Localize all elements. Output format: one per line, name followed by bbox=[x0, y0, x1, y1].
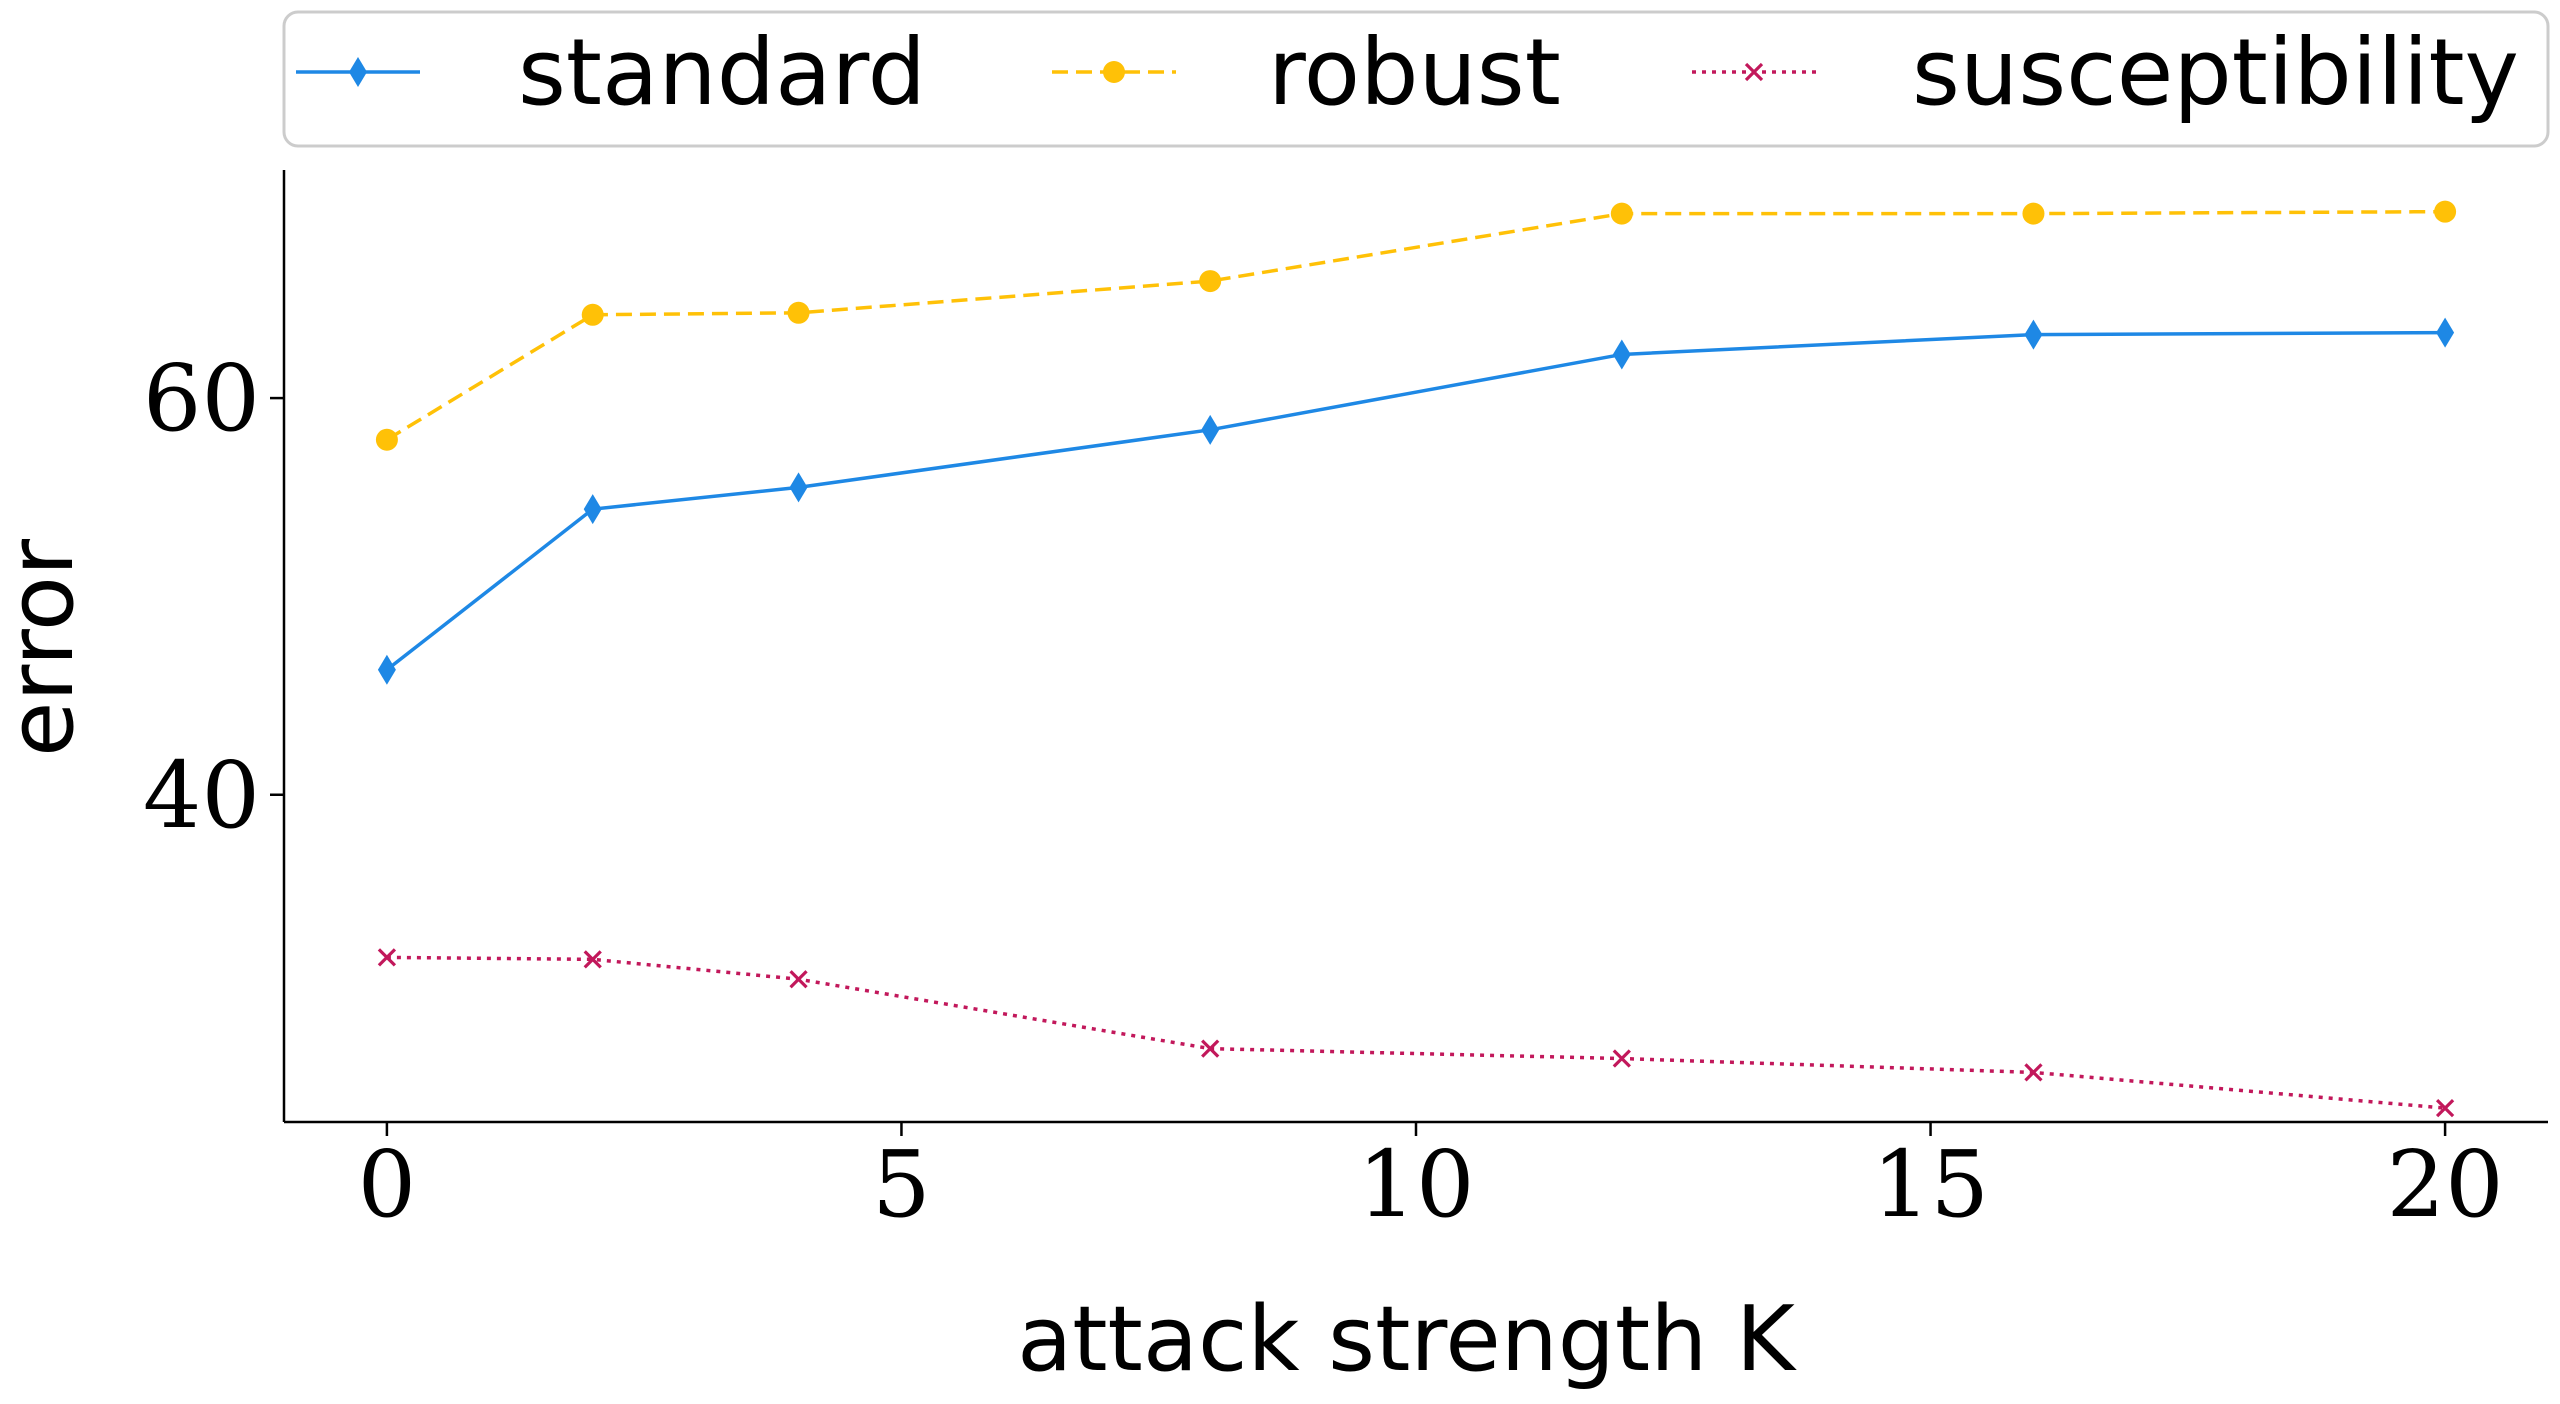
data-point-susceptibility bbox=[377, 948, 397, 967]
series-line-susceptibility bbox=[386, 955, 2446, 1110]
legend-label-standard: standard bbox=[518, 19, 926, 126]
data-point-standard bbox=[2024, 319, 2043, 350]
data-point-robust bbox=[787, 301, 810, 324]
data-point-robust bbox=[2022, 202, 2045, 225]
y-axis-label: error bbox=[0, 539, 94, 757]
legend-marker-robust bbox=[1103, 61, 1125, 83]
data-point-susceptibility bbox=[2024, 1063, 2043, 1082]
legend-frame bbox=[282, 10, 2550, 148]
legend-marker-standard bbox=[349, 57, 367, 87]
y-tick-label: 60 bbox=[143, 345, 260, 452]
data-point-susceptibility bbox=[1201, 1039, 1220, 1058]
x-tick-label: 20 bbox=[2387, 1131, 2504, 1238]
series-robust bbox=[375, 200, 2457, 451]
y-tick-label: 40 bbox=[143, 742, 260, 849]
legend: standard robust susceptibility bbox=[282, 10, 2550, 148]
x-tick-label: 0 bbox=[358, 1131, 417, 1238]
data-point-standard bbox=[2436, 317, 2455, 348]
data-point-susceptibility bbox=[583, 950, 602, 969]
legend-marker-susceptibility bbox=[1744, 62, 1764, 82]
data-point-susceptibility bbox=[789, 970, 808, 989]
legend-label-susceptibility: susceptibility bbox=[1912, 19, 2519, 126]
series-layer bbox=[375, 200, 2457, 1118]
series-line-robust bbox=[386, 209, 2446, 442]
x-axis-label: attack strength K bbox=[1017, 1287, 1797, 1392]
x-tick-label: 10 bbox=[1357, 1131, 1474, 1238]
data-point-standard bbox=[377, 654, 396, 685]
data-point-standard bbox=[583, 494, 602, 525]
data-point-robust bbox=[1610, 202, 1633, 225]
data-point-susceptibility bbox=[2435, 1098, 2455, 1118]
data-point-susceptibility bbox=[1612, 1049, 1631, 1068]
data-point-standard bbox=[1201, 414, 1220, 445]
legend-label-robust: robust bbox=[1268, 19, 1561, 126]
data-point-standard bbox=[1612, 339, 1631, 370]
data-point-robust bbox=[581, 303, 604, 326]
series-susceptibility bbox=[377, 948, 2455, 1118]
axes: 0 5 10 15 20 40 60 bbox=[143, 170, 2548, 1238]
data-point-robust bbox=[2434, 200, 2457, 223]
data-point-robust bbox=[1199, 270, 1222, 293]
x-tick-label: 15 bbox=[1872, 1131, 1989, 1238]
x-tick-label: 5 bbox=[872, 1131, 931, 1238]
series-standard bbox=[377, 317, 2455, 685]
series-line-standard bbox=[385, 330, 2446, 672]
data-point-robust bbox=[375, 428, 398, 451]
data-point-standard bbox=[789, 472, 808, 503]
